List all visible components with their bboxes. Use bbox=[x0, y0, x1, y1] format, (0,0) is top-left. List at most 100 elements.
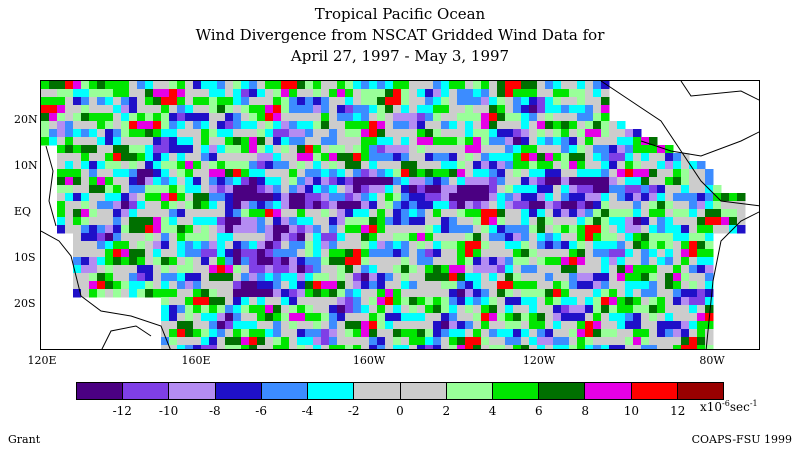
divergence-cell bbox=[265, 329, 274, 338]
divergence-cell bbox=[337, 201, 346, 210]
divergence-cell bbox=[137, 241, 146, 250]
colorbar-swatch bbox=[539, 383, 586, 399]
divergence-cell bbox=[177, 145, 186, 154]
divergence-cell bbox=[609, 169, 618, 178]
divergence-cell bbox=[465, 177, 474, 186]
divergence-cell bbox=[441, 97, 450, 106]
divergence-cell bbox=[193, 249, 202, 258]
divergence-cell bbox=[321, 89, 330, 98]
divergence-cell bbox=[209, 177, 218, 186]
divergence-cell bbox=[433, 81, 442, 90]
divergence-cell bbox=[313, 193, 322, 202]
divergence-cell bbox=[161, 305, 170, 314]
divergence-cell bbox=[361, 121, 370, 130]
divergence-cell bbox=[153, 281, 162, 290]
divergence-cell bbox=[633, 185, 642, 194]
divergence-cell bbox=[353, 177, 362, 186]
divergence-cell bbox=[553, 233, 562, 242]
divergence-cell bbox=[161, 113, 170, 122]
divergence-cell bbox=[321, 185, 330, 194]
divergence-cell bbox=[369, 145, 378, 154]
divergence-cell bbox=[97, 153, 106, 162]
divergence-cell bbox=[377, 201, 386, 210]
divergence-cell bbox=[553, 81, 562, 90]
divergence-cell bbox=[81, 185, 90, 194]
divergence-cell bbox=[257, 177, 266, 186]
divergence-cell bbox=[289, 337, 298, 346]
divergence-cell bbox=[505, 289, 514, 298]
divergence-cell bbox=[401, 273, 410, 282]
divergence-cell bbox=[169, 225, 178, 234]
divergence-cell bbox=[433, 113, 442, 122]
divergence-cell bbox=[617, 161, 626, 170]
divergence-cell bbox=[281, 345, 290, 349]
divergence-cell bbox=[201, 233, 210, 242]
divergence-cell bbox=[81, 129, 90, 138]
divergence-cell bbox=[705, 241, 714, 250]
divergence-cell bbox=[465, 329, 474, 338]
divergence-cell bbox=[417, 321, 426, 330]
divergence-cell bbox=[265, 137, 274, 146]
divergence-cell bbox=[169, 273, 178, 282]
divergence-cell bbox=[73, 161, 82, 170]
divergence-cell bbox=[353, 105, 362, 114]
divergence-cell bbox=[649, 169, 658, 178]
divergence-cell bbox=[65, 137, 74, 146]
divergence-cell bbox=[257, 265, 266, 274]
divergence-cell bbox=[241, 185, 250, 194]
divergence-cell bbox=[497, 225, 506, 234]
divergence-cell bbox=[665, 209, 674, 218]
divergence-cell bbox=[89, 169, 98, 178]
divergence-cell bbox=[369, 225, 378, 234]
divergence-cell bbox=[617, 201, 626, 210]
divergence-cell bbox=[657, 273, 666, 282]
divergence-cell bbox=[281, 201, 290, 210]
divergence-cell bbox=[521, 153, 530, 162]
divergence-cell bbox=[185, 121, 194, 130]
divergence-cell bbox=[433, 97, 442, 106]
divergence-cell bbox=[137, 209, 146, 218]
divergence-cell bbox=[457, 313, 466, 322]
divergence-cell bbox=[569, 249, 578, 258]
divergence-cell bbox=[97, 161, 106, 170]
divergence-cell bbox=[681, 257, 690, 266]
divergence-cell bbox=[673, 257, 682, 266]
divergence-cell bbox=[169, 217, 178, 226]
divergence-cell bbox=[121, 89, 130, 98]
divergence-cell bbox=[601, 249, 610, 258]
divergence-cell bbox=[553, 97, 562, 106]
divergence-cell bbox=[441, 265, 450, 274]
divergence-cell bbox=[385, 281, 394, 290]
divergence-cell bbox=[361, 81, 370, 90]
divergence-cell bbox=[705, 177, 714, 186]
divergence-cell bbox=[601, 129, 610, 138]
divergence-cell bbox=[681, 305, 690, 314]
divergence-cell bbox=[449, 121, 458, 130]
divergence-cell bbox=[57, 113, 66, 122]
divergence-cell bbox=[393, 321, 402, 330]
divergence-cell bbox=[225, 289, 234, 298]
divergence-cell bbox=[441, 129, 450, 138]
divergence-cell bbox=[521, 209, 530, 218]
divergence-cell bbox=[721, 217, 730, 226]
divergence-cell bbox=[561, 209, 570, 218]
divergence-cell bbox=[129, 265, 138, 274]
divergence-cell bbox=[321, 161, 330, 170]
divergence-cell bbox=[489, 177, 498, 186]
divergence-cell bbox=[625, 313, 634, 322]
divergence-cell bbox=[129, 241, 138, 250]
divergence-cell bbox=[649, 345, 658, 349]
divergence-cell bbox=[185, 289, 194, 298]
divergence-cell bbox=[697, 273, 706, 282]
lat-label-10n: 10N bbox=[14, 159, 38, 172]
divergence-cell bbox=[465, 313, 474, 322]
divergence-cell bbox=[417, 161, 426, 170]
divergence-cell bbox=[121, 105, 130, 114]
divergence-cell bbox=[217, 289, 226, 298]
divergence-cell bbox=[177, 81, 186, 90]
divergence-cell bbox=[425, 209, 434, 218]
divergence-cell bbox=[593, 137, 602, 146]
divergence-cell bbox=[649, 193, 658, 202]
divergence-cell bbox=[441, 217, 450, 226]
divergence-cell bbox=[345, 209, 354, 218]
